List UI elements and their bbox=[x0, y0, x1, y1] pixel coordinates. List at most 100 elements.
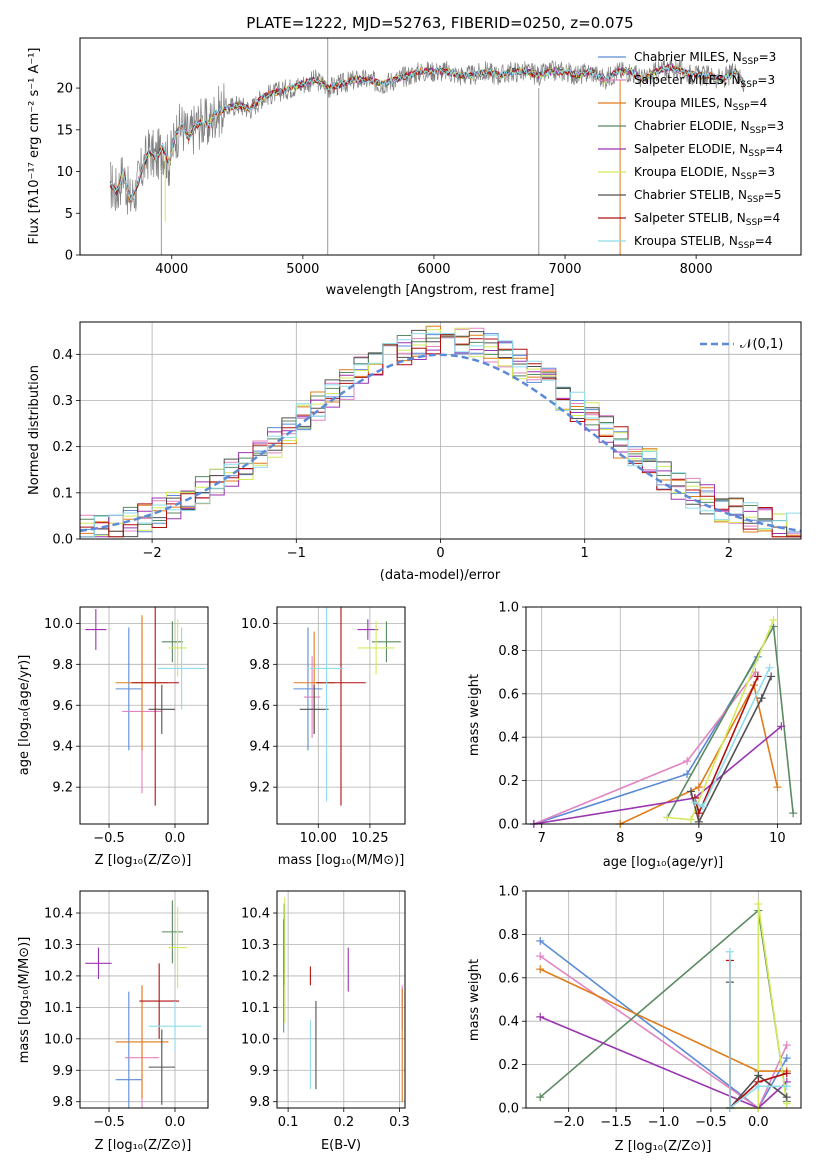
mass_weight_vs_age-ytick-label-0-8: 0.8 bbox=[498, 644, 519, 659]
residual-ytick-label-0-3: 0.3 bbox=[52, 394, 73, 409]
mass_weight_vs_Z-kroupa-elodie-point-2 bbox=[754, 900, 763, 909]
mass_weight_vs_Z-chabrier-stelib-point-3 bbox=[782, 1093, 791, 1102]
mass_vs_EBV-frame bbox=[276, 890, 406, 1109]
mass_weight_vs_Z-kroupa-stelib-point-3 bbox=[782, 1082, 791, 1091]
spectrum-data-line bbox=[109, 57, 745, 215]
mass_weight_vs_Z-ytick-label-1: 1.0 bbox=[498, 885, 519, 900]
age_vs_mass-xtick-label-10-25: 10.25 bbox=[351, 831, 388, 846]
mass-weight-vs-metallicity-ylabel: mass weight bbox=[467, 959, 482, 1041]
mass_vs_Z-ytick-label-10-3: 10.3 bbox=[44, 938, 73, 953]
spectrum-xtick-label-4000: 4000 bbox=[155, 262, 188, 277]
residual-lines bbox=[80, 325, 801, 538]
legend-text-salpeter-miles: Salpeter MILES, N bbox=[634, 73, 741, 87]
legend-tail-kroupa-miles: =4 bbox=[750, 96, 768, 110]
mass-weight-vs-metallicity-panel: −2.0 −1.5 −1.0 −0.5 0.0 0.0 0.2 0.4 0.6 0.8 1.0 Z … bbox=[467, 885, 802, 1154]
mass-vs-metallicity-marks bbox=[85, 900, 202, 1108]
mass_weight_vs_age-frame bbox=[525, 606, 802, 825]
residual-ytick-label-0: 0.0 bbox=[52, 533, 73, 548]
legend-sub-kroupa-elodie: SSP bbox=[741, 172, 758, 182]
spectrum-panel: PLATE=1222, MJD=52763, FIBERID=0250, z=0… bbox=[27, 14, 802, 298]
spectrum-xtick-label-5000: 5000 bbox=[286, 262, 319, 277]
mass_weight_vs_Z-kroupa-miles-point-0 bbox=[536, 965, 545, 974]
mass_weight_vs_Z-salpeter-miles-point-0 bbox=[536, 952, 545, 961]
legend-text-kroupa-miles: Kroupa MILES, N bbox=[634, 96, 733, 110]
age-vs-mass-marks bbox=[293, 607, 401, 806]
mass_weight_vs_age-ytick-label-0-4: 0.4 bbox=[498, 731, 519, 746]
mass_vs_Z-ytick-label-10-4: 10.4 bbox=[44, 907, 73, 922]
mass_vs_EBV-ytick-label-10: 10.0 bbox=[241, 1032, 270, 1047]
mass_vs_EBV-ytick-label-9-9: 9.9 bbox=[249, 1064, 270, 1079]
age_vs_Z-xtick-label-0: 0.0 bbox=[165, 831, 186, 846]
legend-text-chabrier-miles: Chabrier MILES, N bbox=[634, 50, 742, 64]
residual-xtick-label-2: 2 bbox=[725, 546, 733, 561]
mass_weight_vs_age-salpeter-elodie-point-2 bbox=[777, 722, 786, 731]
mass-vs-extinction-ticks: 0.1 0.2 0.3 9.8 9.9 10.0 10.1 10.2 10.3 10.4 bbox=[241, 891, 410, 1130]
residual-xtick-label-1: 1 bbox=[581, 546, 589, 561]
spectrum-frame bbox=[79, 37, 802, 256]
age_vs_mass-ytick-label-9-4: 9.4 bbox=[249, 740, 270, 755]
legend-label-salpeter-stelib: Salpeter STELIB, NSSP=4 bbox=[634, 211, 780, 228]
legend-tail-salpeter-elodie: =4 bbox=[765, 142, 783, 156]
mass_weight_vs_Z-xtick-label-1: −1.0 bbox=[648, 1115, 680, 1130]
legend-tail-salpeter-miles: =3 bbox=[757, 73, 775, 87]
spectrum-ytick-label-5: 5 bbox=[65, 207, 73, 222]
mass_weight_vs_age-xtick-label-10: 10 bbox=[769, 831, 786, 846]
legend-label-kroupa-miles: Kroupa MILES, NSSP=4 bbox=[634, 96, 767, 113]
mass_weight_vs_age-kroupa-stelib-point-2 bbox=[765, 663, 774, 672]
mass_weight_vs_age-ytick-label-0-2: 0.2 bbox=[498, 774, 519, 789]
legend-tail-salpeter-stelib: =4 bbox=[763, 211, 781, 225]
mass_weight_vs_age-kroupa-miles-point-1 bbox=[694, 783, 703, 792]
mass_weight_vs_age-chabrier-stelib-point-3 bbox=[767, 672, 776, 681]
mass_weight_vs_age-chabrier-stelib-point-2 bbox=[757, 694, 766, 703]
age-vs-mass-ticks: 10.00 10.25 9.2 9.4 9.6 9.8 10.0 bbox=[241, 607, 405, 846]
mass-weight-vs-age-ticks: 7 8 9 10 0.0 0.2 0.4 0.6 0.8 1.0 bbox=[498, 601, 801, 846]
residual-panel: −2 −1 0 1 2 0.0 0.1 0.2 0.3 0.4 𝒩(0,1) (data-mode… bbox=[27, 321, 802, 583]
mass-weight-vs-age-marks bbox=[529, 616, 798, 828]
mass_vs_Z-xtick-label-0: 0.0 bbox=[165, 1115, 186, 1130]
age_vs_mass-frame bbox=[276, 606, 406, 825]
mass_weight_vs_Z-salpeter-miles-point-2 bbox=[782, 1041, 791, 1050]
age_vs_mass-ytick-label-10: 10.0 bbox=[241, 617, 270, 632]
residual-xtick-label-1: −1 bbox=[287, 546, 306, 561]
mass_weight_vs_age-xtick-label-9: 9 bbox=[695, 831, 703, 846]
mass_weight_vs_age-salpeter-stelib-point-2 bbox=[753, 672, 762, 681]
mass_weight_vs_age-ytick-label-1: 1.0 bbox=[498, 601, 519, 616]
mass_weight_vs_age-chabrier-elodie-line bbox=[666, 623, 794, 818]
mass_weight_vs_Z-salpeter-elodie-point-0 bbox=[536, 1012, 545, 1021]
mass-weight-vs-age-xlabel: age [log₁₀(age/yr)] bbox=[603, 855, 724, 870]
age-vs-metallicity-xlabel: Z [log₁₀(Z/Z⊙)] bbox=[95, 853, 192, 868]
spectrum-ytick-label-15: 15 bbox=[56, 123, 73, 138]
legend-label-chabrier-miles: Chabrier MILES, NSSP=3 bbox=[634, 50, 776, 67]
age-vs-metallicity-marks bbox=[85, 607, 206, 806]
mass-vs-metallicity-xlabel: Z [log₁₀(Z/Z⊙)] bbox=[95, 1138, 192, 1153]
legend-text-salpeter-stelib: Salpeter STELIB, N bbox=[634, 211, 746, 225]
legend-sub-chabrier-stelib: SSP bbox=[747, 195, 764, 205]
mass_weight_vs_Z-chabrier-elodie-point-0 bbox=[536, 1093, 545, 1102]
mass_weight_vs_age-salpeter-miles-line bbox=[533, 671, 757, 825]
spectrum-ticks: 4000 5000 6000 7000 8000 0 5 10 15 20 bbox=[56, 82, 712, 277]
mass_weight_vs_Z-kroupa-stelib-point-0 bbox=[725, 947, 734, 956]
mass_weight_vs_Z-chabrier-miles-point-0 bbox=[536, 936, 545, 945]
residual-legend: 𝒩(0,1) bbox=[700, 337, 783, 352]
spectrum-ytick-label-0: 0 bbox=[65, 249, 73, 264]
spectrum-ytick-label-10: 10 bbox=[56, 165, 73, 180]
age_vs_Z-ytick-label-9-4: 9.4 bbox=[52, 740, 73, 755]
residual-hist-kroupa-stelib bbox=[80, 332, 801, 538]
spectrum-lines bbox=[109, 38, 746, 255]
mass_vs_EBV-xtick-label-0-1: 0.1 bbox=[278, 1115, 299, 1130]
residual-xtick-label-2: −2 bbox=[143, 546, 162, 561]
mass_weight_vs_age-kroupa-elodie-point-0 bbox=[663, 813, 672, 822]
residual-xtick-label-0: 0 bbox=[436, 546, 444, 561]
mass_weight_vs_age-xtick-label-7: 7 bbox=[538, 831, 546, 846]
age-vs-mass-panel: 10.00 10.25 9.2 9.4 9.6 9.8 10.0 mass [log₁₀(M… bbox=[241, 606, 406, 868]
age-vs-mass-xlabel: mass [log₁₀(M/M⊙)] bbox=[278, 853, 405, 868]
age_vs_mass-ytick-label-9-2: 9.2 bbox=[249, 781, 270, 796]
legend-tail-chabrier-stelib: =5 bbox=[764, 188, 782, 202]
mass_vs_EBV-xtick-label-0-3: 0.3 bbox=[389, 1115, 410, 1130]
legend-text-chabrier-stelib: Chabrier STELIB, N bbox=[634, 188, 747, 202]
legend-text-kroupa-elodie: Kroupa ELODIE, N bbox=[634, 165, 741, 179]
age_vs_Z-frame bbox=[79, 606, 209, 825]
age_vs_Z-ytick-label-9-6: 9.6 bbox=[52, 699, 73, 714]
